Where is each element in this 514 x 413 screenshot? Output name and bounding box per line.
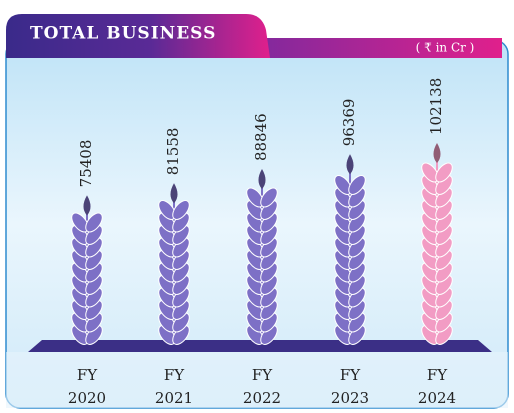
unit-label: ( ₹ in Cr ) xyxy=(416,41,475,55)
chart: TOTAL BUSINESS ( ₹ in Cr ) 75408 FY 2020 81… xyxy=(0,0,514,413)
value-label: 81558 xyxy=(164,128,182,176)
value-label: 102138 xyxy=(427,78,445,135)
x-tick-line: FY xyxy=(340,366,361,384)
value-label: 88846 xyxy=(252,113,270,161)
wheat-stalk xyxy=(155,183,192,347)
chart-title: TOTAL BUSINESS xyxy=(30,24,216,44)
x-tick-line: FY xyxy=(252,366,273,384)
x-tick-line: FY xyxy=(164,366,185,384)
x-tick-line: 2021 xyxy=(155,389,193,407)
wheat-stalk xyxy=(243,169,280,347)
x-tick-line: 2024 xyxy=(418,389,456,407)
x-tick-line: 2023 xyxy=(331,389,369,407)
wheat-stalk xyxy=(68,195,105,347)
x-tick-line: FY xyxy=(77,366,98,384)
wheat-stalk xyxy=(331,154,368,347)
wheat-stalk xyxy=(418,143,455,347)
x-tick-line: 2020 xyxy=(68,389,106,407)
value-label: 96369 xyxy=(340,99,358,147)
x-tick-line: 2022 xyxy=(243,389,281,407)
x-tick-line: FY xyxy=(427,366,448,384)
value-label: 75408 xyxy=(77,140,95,188)
